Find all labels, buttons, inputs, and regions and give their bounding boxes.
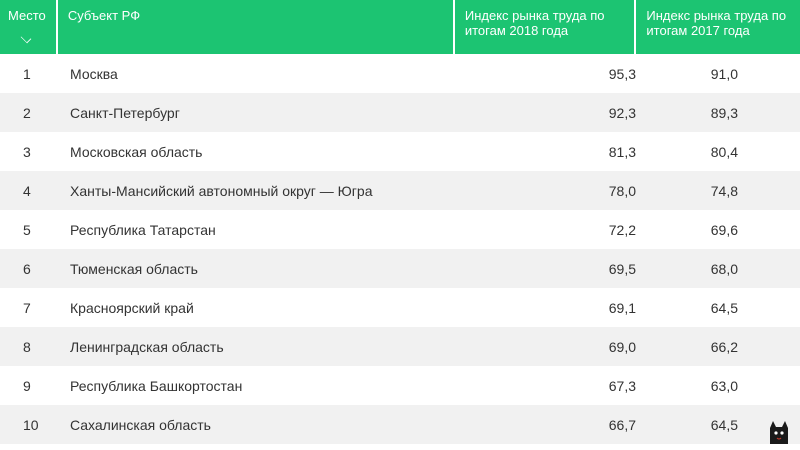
cell-subject: Санкт-Петербург xyxy=(70,104,180,121)
cell-index-2018: 67,3 xyxy=(608,377,636,394)
cell-subject: Тюменская область xyxy=(70,260,198,277)
cell-index-2018: 81,3 xyxy=(608,143,636,160)
table-row: 10 Сахалинская область 66,7 64,5 xyxy=(0,405,800,444)
cell-index-2018: 66,7 xyxy=(608,416,636,433)
cell-index-2018: 92,3 xyxy=(608,104,636,121)
cell-rank: 9 xyxy=(23,377,31,394)
cell-index-2017: 89,3 xyxy=(710,104,738,121)
column-header-index-2018-label: Индекс рынка труда по итогам 2018 года xyxy=(464,8,605,38)
table-row: 1 Москва 95,3 91,0 xyxy=(0,54,800,93)
cell-index-2018: 95,3 xyxy=(608,65,636,82)
cell-subject: Ханты-Мансийский автономный округ — Югра xyxy=(70,182,373,199)
table-body: 1 Москва 95,3 91,0 2 Санкт-Петербург 92,… xyxy=(0,54,800,444)
cell-subject: Ленинградская область xyxy=(70,338,224,355)
cell-index-2017: 66,2 xyxy=(710,338,738,355)
table-row: 5 Республика Татарстан 72,2 69,6 xyxy=(0,210,800,249)
cell-index-2017: 68,0 xyxy=(710,260,738,277)
cell-index-2018: 69,5 xyxy=(608,260,636,277)
cell-index-2017: 64,5 xyxy=(710,416,738,433)
table-row: 8 Ленинградская область 69,0 66,2 xyxy=(0,327,800,366)
table-row: 2 Санкт-Петербург 92,3 89,3 xyxy=(0,93,800,132)
cell-subject: Республика Татарстан xyxy=(70,221,216,238)
table-row: 3 Московская область 81,3 80,4 xyxy=(0,132,800,171)
column-header-subject: Субъект РФ xyxy=(57,0,453,54)
cell-index-2017: 63,0 xyxy=(710,377,738,394)
watermark xyxy=(764,416,794,446)
cell-index-2018: 69,0 xyxy=(608,338,636,355)
cell-subject: Москва xyxy=(70,65,118,82)
cell-rank: 1 xyxy=(23,65,31,82)
column-header-rank[interactable]: Место xyxy=(0,0,56,54)
column-header-rank-label: Место xyxy=(8,8,46,23)
table-row: 6 Тюменская область 69,5 68,0 xyxy=(0,249,800,288)
column-header-index-2017-label: Индекс рынка труда по итогам 2017 года xyxy=(646,8,787,38)
chevron-down-icon[interactable] xyxy=(20,32,32,44)
cell-index-2018: 72,2 xyxy=(608,221,636,238)
cell-rank: 7 xyxy=(23,299,31,316)
table-header: Место Субъект РФ Индекс рынка труда по и… xyxy=(0,0,800,54)
cell-index-2017: 91,0 xyxy=(710,65,738,82)
column-header-index-2017: Индекс рынка труда по итогам 2017 года xyxy=(636,0,800,54)
cell-rank: 10 xyxy=(23,416,39,433)
cell-subject: Красноярский край xyxy=(70,299,194,316)
cell-index-2017: 80,4 xyxy=(710,143,738,160)
column-header-subject-label: Субъект РФ xyxy=(67,8,141,23)
cat-logo-icon xyxy=(770,421,788,444)
cell-index-2017: 74,8 xyxy=(710,182,738,199)
cell-index-2018: 78,0 xyxy=(608,182,636,199)
cell-rank: 2 xyxy=(23,104,31,121)
cell-rank: 8 xyxy=(23,338,31,355)
cell-index-2017: 69,6 xyxy=(710,221,738,238)
table-row: 9 Республика Башкортостан 67,3 63,0 xyxy=(0,366,800,405)
cell-rank: 5 xyxy=(23,221,31,238)
cell-subject: Республика Башкортостан xyxy=(70,377,243,394)
cell-index-2017: 64,5 xyxy=(710,299,738,316)
cell-index-2018: 69,1 xyxy=(608,299,636,316)
column-header-index-2018: Индекс рынка труда по итогам 2018 года xyxy=(454,0,635,54)
cell-rank: 6 xyxy=(23,260,31,277)
cell-rank: 4 xyxy=(23,182,31,199)
table-row: 7 Красноярский край 69,1 64,5 xyxy=(0,288,800,327)
cell-subject: Московская область xyxy=(70,143,203,160)
cell-subject: Сахалинская область xyxy=(70,416,211,433)
table-row: 4 Ханты-Мансийский автономный округ — Юг… xyxy=(0,171,800,210)
cell-rank: 3 xyxy=(23,143,31,160)
